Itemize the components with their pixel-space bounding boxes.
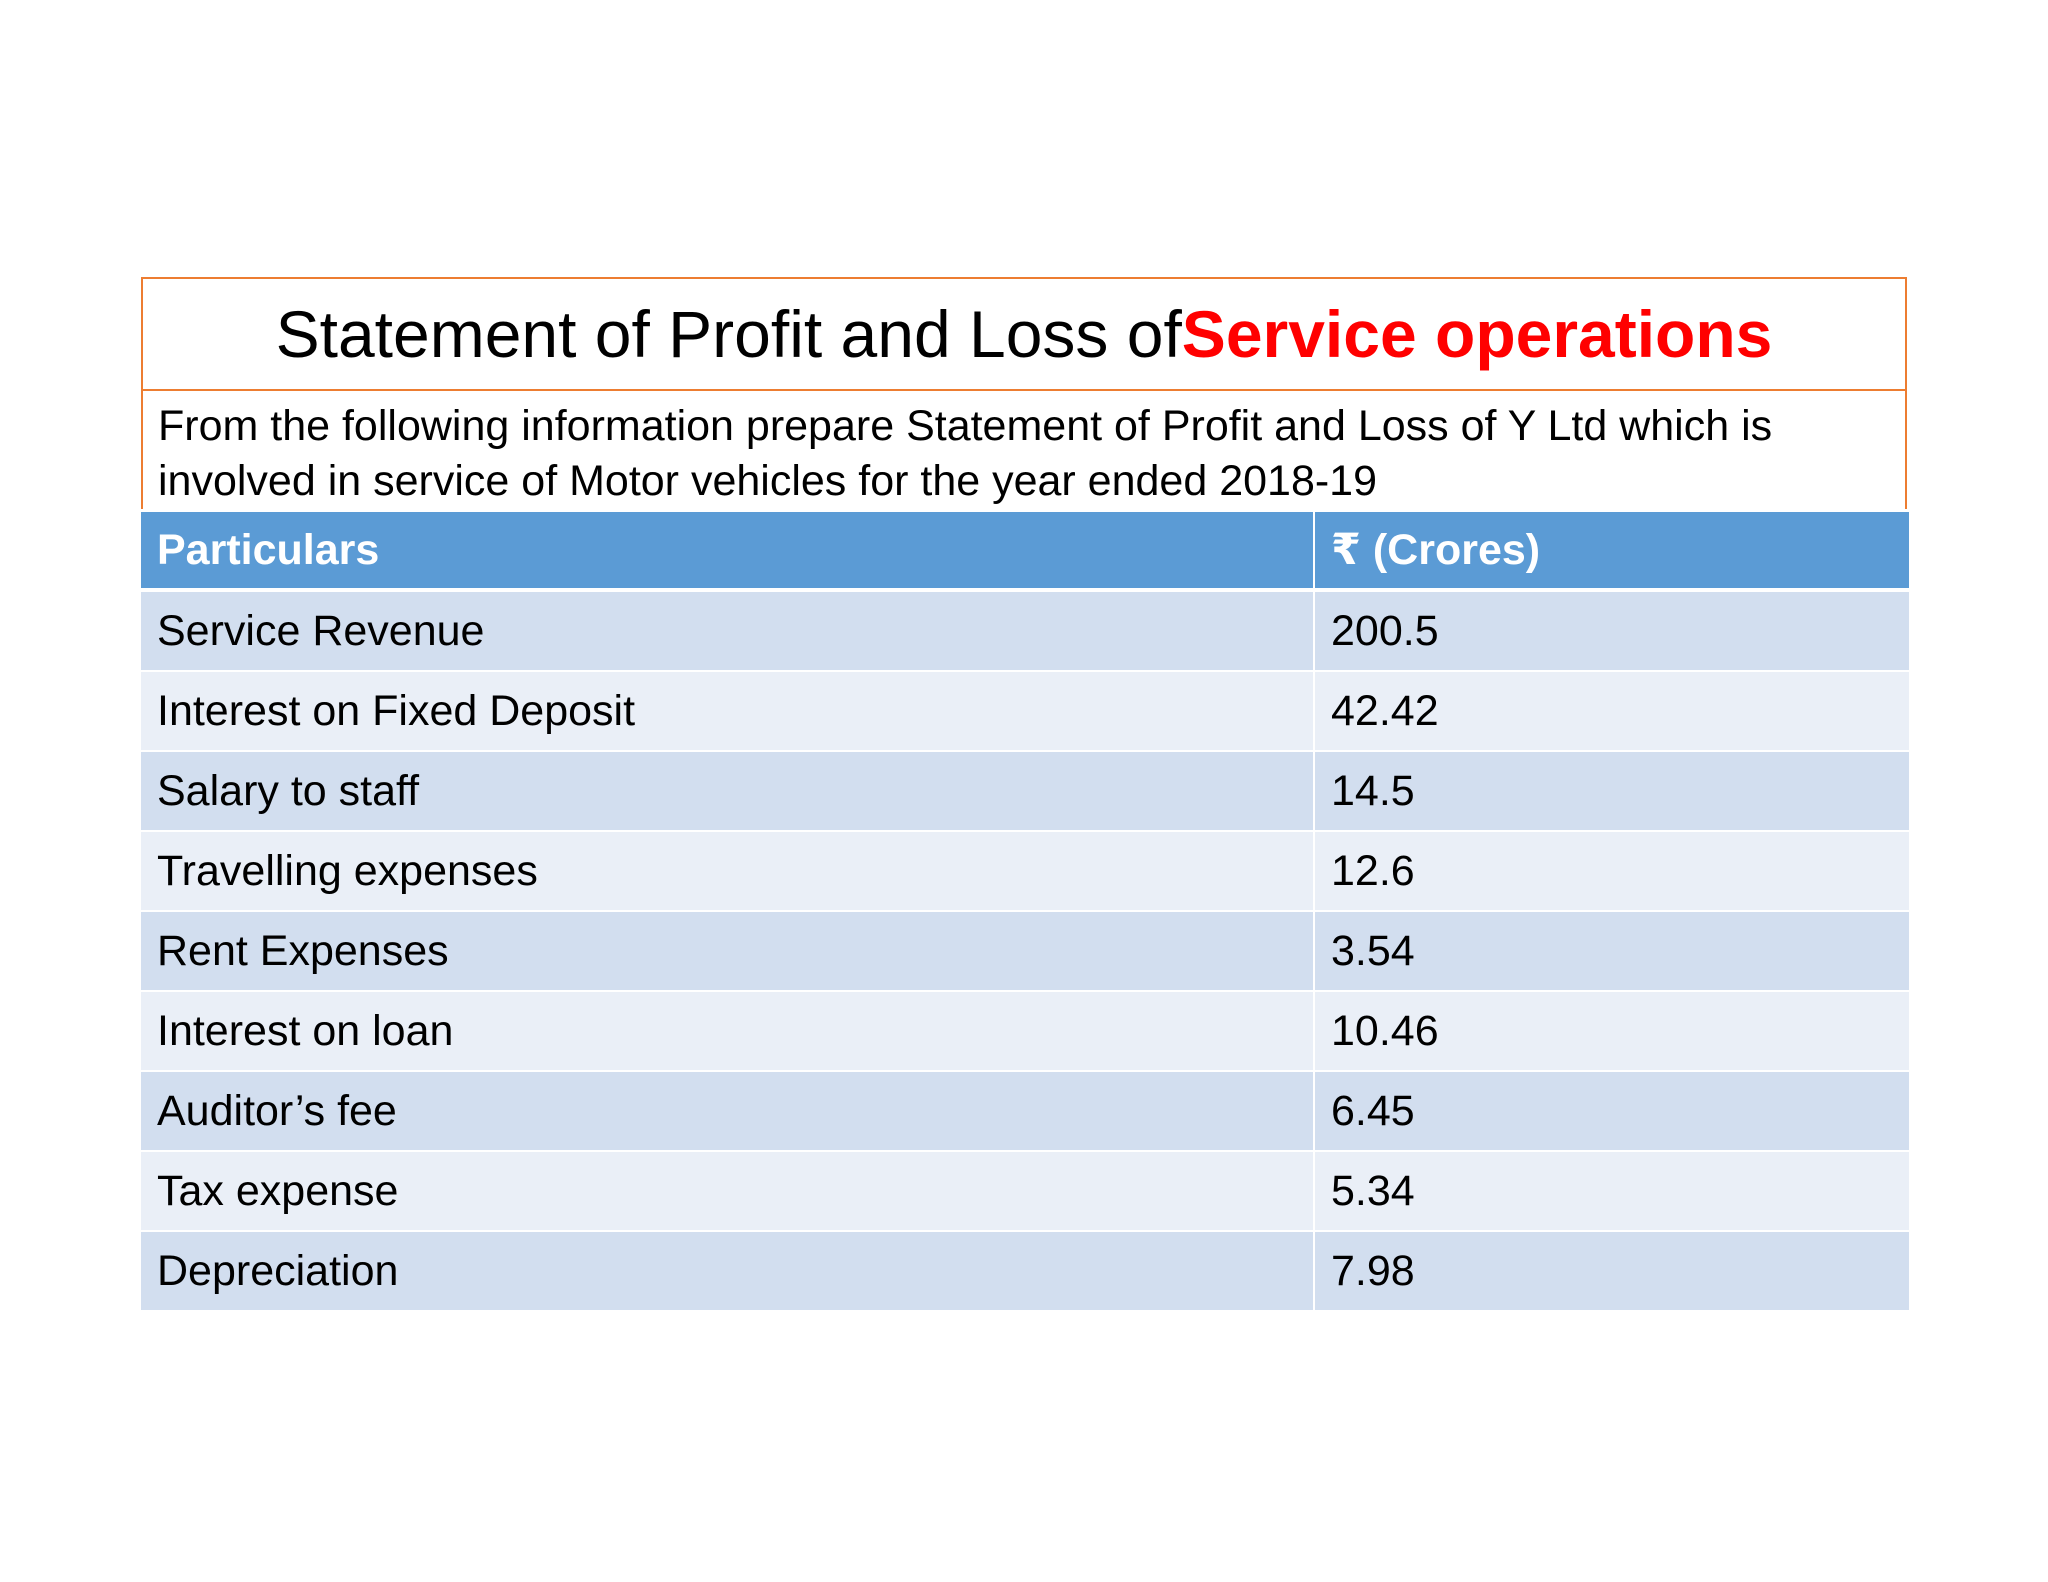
- title-prefix: Statement of Profit and Loss of: [275, 297, 1182, 371]
- header-particulars: Particulars: [141, 512, 1315, 588]
- row-amount: 7.98: [1315, 1232, 1909, 1310]
- row-particular: Interest on loan: [141, 992, 1315, 1070]
- table-row: Tax expense 5.34: [141, 1152, 1909, 1232]
- data-table: Particulars ₹ (Crores) Service Revenue 2…: [141, 512, 1909, 1312]
- row-particular: Auditor’s fee: [141, 1072, 1315, 1150]
- row-amount: 42.42: [1315, 672, 1909, 750]
- row-particular: Rent Expenses: [141, 912, 1315, 990]
- table-row: Depreciation 7.98: [141, 1232, 1909, 1312]
- problem-description: From the following information prepare S…: [141, 389, 1907, 509]
- row-particular: Salary to staff: [141, 752, 1315, 830]
- row-particular: Service Revenue: [141, 592, 1315, 670]
- table-row: Interest on Fixed Deposit 42.42: [141, 672, 1909, 752]
- table-row: Interest on loan 10.46: [141, 992, 1909, 1072]
- table-row: Salary to staff 14.5: [141, 752, 1909, 832]
- page-title: Statement of Profit and Loss of Service …: [141, 277, 1907, 391]
- table-header-row: Particulars ₹ (Crores): [141, 512, 1909, 592]
- row-particular: Interest on Fixed Deposit: [141, 672, 1315, 750]
- title-highlight: Service operations: [1181, 297, 1773, 371]
- row-particular: Tax expense: [141, 1152, 1315, 1230]
- row-particular: Depreciation: [141, 1232, 1315, 1310]
- row-amount: 3.54: [1315, 912, 1909, 990]
- table-row: Rent Expenses 3.54: [141, 912, 1909, 992]
- row-amount: 200.5: [1315, 592, 1909, 670]
- table-row: Travelling expenses 12.6: [141, 832, 1909, 912]
- row-particular: Travelling expenses: [141, 832, 1315, 910]
- row-amount: 6.45: [1315, 1072, 1909, 1150]
- row-amount: 10.46: [1315, 992, 1909, 1070]
- row-amount: 5.34: [1315, 1152, 1909, 1230]
- row-amount: 12.6: [1315, 832, 1909, 910]
- header-amount: ₹ (Crores): [1315, 512, 1909, 588]
- table-row: Auditor’s fee 6.45: [141, 1072, 1909, 1152]
- row-amount: 14.5: [1315, 752, 1909, 830]
- table-row: Service Revenue 200.5: [141, 592, 1909, 672]
